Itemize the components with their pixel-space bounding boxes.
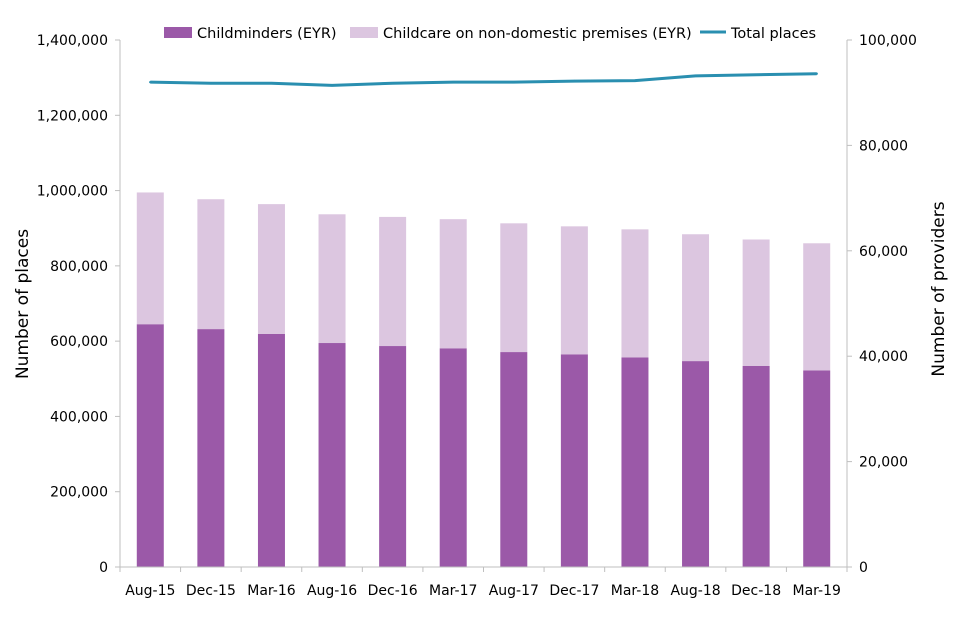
bar-childcare-on-non-domestic-premises-eyr-aug-17	[500, 223, 528, 353]
bar-childminders-eyr-aug-18	[682, 361, 710, 567]
total-places-point-dec-15	[209, 82, 213, 85]
total-places-point-dec-16	[391, 82, 394, 85]
left-tick-label-6: 1,200,000	[37, 108, 108, 124]
bar-childcare-on-non-domestic-premises-eyr-dec-16	[379, 216, 407, 347]
total-places-line	[150, 72, 817, 87]
bar-childcare-on-non-domestic-premises-eyr-mar-19	[803, 243, 831, 371]
total-places-point-aug-18	[694, 74, 697, 78]
total-places-point-mar-17	[452, 80, 455, 84]
left-tick-label-0: 0	[99, 560, 108, 576]
bar-childcare-on-non-domestic-premises-eyr-dec-17	[560, 226, 588, 355]
total-places-point-mar-19	[815, 72, 818, 75]
bar-childminders-eyr-dec-18	[742, 365, 770, 567]
legend-label-non-domestic: Childcare on non-domestic premises (EYR)	[383, 26, 692, 42]
line-layer	[149, 72, 818, 87]
right-tick-label-0: 0	[859, 560, 868, 576]
bar-childminders-eyr-mar-16	[257, 333, 285, 567]
bars-layer	[136, 192, 831, 567]
total-places-point-aug-17	[512, 80, 515, 84]
bar-childminders-eyr-mar-18	[621, 357, 649, 567]
x-tick-label-mar-16: Mar-16	[247, 583, 295, 599]
bar-childcare-on-non-domestic-premises-eyr-aug-18	[682, 234, 710, 362]
x-tick-label-mar-18: Mar-18	[611, 583, 659, 599]
right-tick-label-4: 80,000	[859, 138, 908, 154]
bar-childminders-eyr-dec-15	[197, 329, 225, 567]
x-tick-label-dec-18: Dec-18	[731, 583, 781, 599]
left-tick-label-2: 400,000	[50, 409, 108, 425]
legend: Childminders (EYR) Childcare on non-dome…	[164, 26, 816, 42]
bar-childcare-on-non-domestic-premises-eyr-mar-17	[439, 219, 467, 349]
legend-swatch-non-domestic	[350, 27, 378, 38]
total-places-point-mar-16	[270, 82, 273, 85]
left-axis-title: Number of places	[13, 229, 33, 379]
left-tick-label-3: 600,000	[50, 334, 108, 350]
right-tick-label-3: 60,000	[859, 244, 908, 260]
right-axis-title: Number of providers	[929, 201, 949, 376]
bar-childminders-eyr-aug-16	[318, 343, 346, 567]
x-tick-label-dec-15: Dec-15	[186, 583, 236, 599]
total-places-point-aug-16	[330, 84, 334, 87]
x-tick-label-dec-17: Dec-17	[549, 583, 599, 599]
left-tick-label-7: 1,400,000	[37, 33, 108, 49]
total-places-point-aug-15	[149, 80, 152, 84]
bar-childminders-eyr-aug-17	[500, 352, 528, 567]
right-tick-label-2: 40,000	[859, 349, 908, 365]
bar-childcare-on-non-domestic-premises-eyr-mar-16	[257, 204, 285, 334]
bar-childcare-on-non-domestic-premises-eyr-dec-15	[197, 199, 225, 330]
right-tick-label-5: 100,000	[859, 33, 917, 49]
total-places-point-dec-18	[754, 73, 758, 76]
total-places-point-mar-18	[633, 79, 637, 82]
x-tick-label-dec-16: Dec-16	[368, 583, 418, 599]
axes-layer: 0 200,000 400,000 600,000 800,000 1,000,000 1,…	[37, 33, 917, 599]
left-tick-label-1: 200,000	[50, 485, 108, 501]
left-tick-label-4: 800,000	[50, 259, 108, 275]
x-tick-label-mar-17: Mar-17	[429, 583, 477, 599]
bar-childcare-on-non-domestic-premises-eyr-dec-18	[742, 239, 770, 366]
bar-childminders-eyr-mar-17	[439, 348, 467, 567]
x-tick-label-mar-19: Mar-19	[793, 583, 841, 599]
left-tick-label-5: 1,000,000	[37, 184, 108, 200]
x-tick-label-aug-17: Aug-17	[489, 583, 539, 599]
x-tick-label-aug-16: Aug-16	[307, 583, 357, 599]
legend-swatch-childminders	[164, 27, 192, 38]
x-tick-label-aug-15: Aug-15	[125, 583, 175, 599]
legend-label-childminders: Childminders (EYR)	[197, 26, 337, 42]
right-tick-label-1: 20,000	[859, 455, 908, 471]
bar-childminders-eyr-mar-19	[803, 370, 831, 567]
bar-childcare-on-non-domestic-premises-eyr-aug-15	[136, 192, 164, 325]
total-places-point-dec-17	[573, 79, 576, 83]
legend-label-total-places: Total places	[730, 26, 816, 42]
bar-childcare-on-non-domestic-premises-eyr-aug-16	[318, 214, 346, 344]
bar-childminders-eyr-aug-15	[136, 324, 164, 567]
bar-childminders-eyr-dec-16	[379, 346, 407, 567]
bar-childcare-on-non-domestic-premises-eyr-mar-18	[621, 229, 649, 358]
x-tick-label-aug-18: Aug-18	[670, 583, 720, 599]
bar-childminders-eyr-dec-17	[560, 354, 588, 567]
